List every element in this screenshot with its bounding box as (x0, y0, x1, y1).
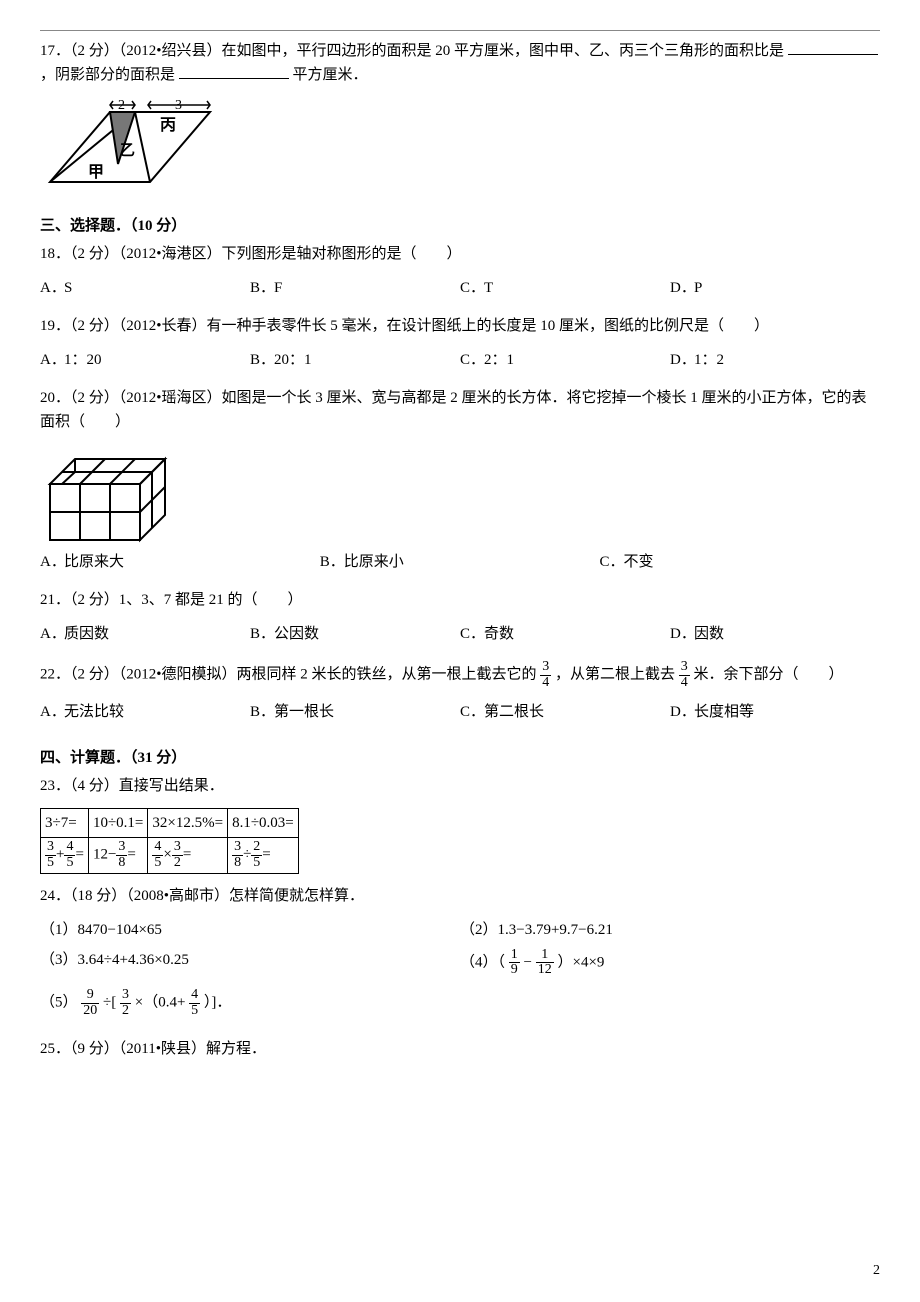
q22-frac-2: 34 (679, 660, 690, 690)
section-4-heading: 四、计算题．（31 分） (40, 746, 880, 770)
q24-item-4: （4）（ 19 − 112 ）×4×9 (460, 948, 880, 978)
q22-options: A．无法比较 B．第一根长 C．第二根长 D．长度相等 (40, 700, 880, 724)
page-number: 2 (873, 1260, 880, 1282)
q23-r1c2: 10÷0.1= (88, 809, 147, 838)
question-21: 21．（2 分）1、3、7 都是 21 的（ ） (40, 588, 880, 612)
label-jia: 甲 (88, 163, 104, 181)
q23-r2c4: 38÷25= (228, 838, 299, 873)
q17-diagram: 2 3 丙 乙 甲 (40, 97, 880, 192)
question-18: 18．（2 分）（2012•海港区）下列图形是轴对称图形的是（ ） (40, 242, 880, 266)
q17-suffix: 平方厘米． (293, 67, 368, 83)
q24-item-5: （5） 920 ÷[ 32 ×（0.4+ 45 ）]． (40, 988, 880, 1018)
question-17: 17．（2 分）（2012•绍兴县）在如图中，平行四边形的面积是 20 平方厘米… (40, 39, 880, 87)
q18-options: A．S B．F C．T D．P (40, 276, 880, 300)
q17-blank-1[interactable] (788, 39, 878, 55)
q23-r2c1: 35+45= (41, 838, 89, 873)
q24-item-3: （3）3.64÷4+4.36×0.25 (40, 948, 460, 978)
dim-3: 3 (175, 98, 182, 113)
q23-r2c2: 12−38= (88, 838, 147, 873)
q23-r1c3: 32×12.5%= (148, 809, 228, 838)
q23-table: 3÷7= 10÷0.1= 32×12.5%= 8.1÷0.03= 35+45= … (40, 808, 299, 873)
question-19: 19．（2 分）（2012•长春）有一种手表零件长 5 毫米，在设计图纸上的长度… (40, 314, 880, 338)
question-20: 20．（2 分）（2012•瑶海区）如图是一个长 3 厘米、宽与高都是 2 厘米… (40, 386, 880, 434)
q17-blank-2[interactable] (179, 63, 289, 79)
q24-row-1: （1）8470−104×65 （2）1.3−3.79+9.7−6.21 (40, 918, 880, 942)
q17-mid: ，阴影部分的面积是 (40, 67, 175, 83)
dim-2: 2 (118, 98, 125, 113)
q17-prefix: 17．（2 分）（2012•绍兴县）在如图中，平行四边形的面积是 20 平方厘米… (40, 43, 784, 59)
q19-options: A．1：20 B．20：1 C．2：1 D．1：2 (40, 348, 880, 372)
q20-diagram (40, 444, 880, 544)
question-24: 24．（18 分）（2008•高邮市）怎样简便就怎样算． (40, 884, 880, 908)
q20-options: A．比原来大 B．比原来小 C．不变 (40, 550, 880, 574)
section-3-heading: 三、选择题．（10 分） (40, 214, 880, 238)
question-25: 25．（9 分）（2011•陕县）解方程． (40, 1037, 880, 1061)
label-bing: 丙 (160, 116, 176, 134)
q23-r2c3: 45×32= (148, 838, 228, 873)
q24-item-2: （2）1.3−3.79+9.7−6.21 (460, 918, 880, 942)
question-23: 23．（4 分）直接写出结果． (40, 774, 880, 798)
q23-r1c1: 3÷7= (41, 809, 89, 838)
label-yi: 乙 (120, 143, 135, 159)
q24-row-2: （3）3.64÷4+4.36×0.25 （4）（ 19 − 112 ）×4×9 (40, 948, 880, 978)
q23-r1c4: 8.1÷0.03= (228, 809, 299, 838)
question-22: 22．（2 分）（2012•德阳模拟）两根同样 2 米长的铁丝，从第一根上截去它… (40, 660, 880, 690)
q21-options: A．质因数 B．公因数 C．奇数 D．因数 (40, 622, 880, 646)
q24-item-1: （1）8470−104×65 (40, 918, 460, 942)
q22-frac-1: 34 (540, 660, 551, 690)
